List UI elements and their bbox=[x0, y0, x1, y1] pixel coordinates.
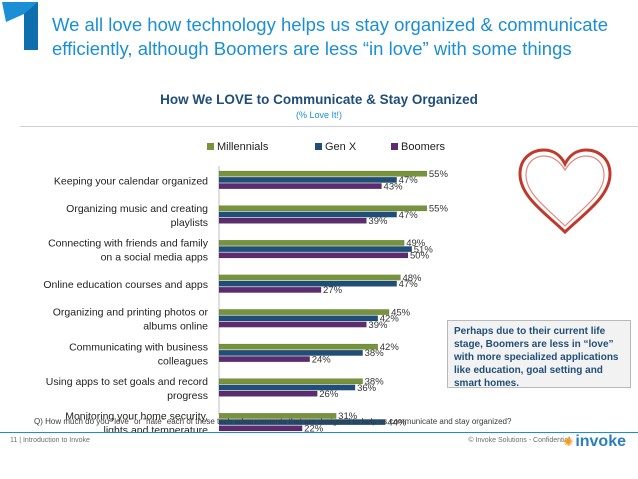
data-label-boomers: 24% bbox=[312, 354, 332, 365]
category-label: colleagues bbox=[158, 355, 208, 367]
category-label: Online education courses and apps bbox=[43, 279, 208, 291]
data-label-millennials: 49% bbox=[406, 238, 426, 249]
data-label-millennials: 55% bbox=[429, 169, 449, 180]
footer-page-label: 11 | Introduction to Invoke bbox=[10, 437, 90, 444]
bar-genx bbox=[218, 176, 397, 183]
bar-genx bbox=[218, 246, 412, 252]
category-label: albums online bbox=[143, 321, 208, 333]
bar-millennials bbox=[218, 378, 363, 385]
data-label-genx: 38% bbox=[365, 348, 385, 359]
bar-boomers bbox=[218, 425, 303, 432]
data-label-millennials: 48% bbox=[402, 273, 422, 284]
bar-genx bbox=[218, 315, 378, 322]
category-label: playlists bbox=[171, 217, 208, 229]
legend-label-genx: Gen X bbox=[325, 141, 357, 153]
data-label-boomers: 26% bbox=[319, 389, 339, 400]
legend-label-boomers: Boomers bbox=[401, 141, 446, 153]
data-label-genx: 47% bbox=[399, 210, 419, 221]
title-divider bbox=[20, 126, 638, 127]
bar-millennials bbox=[218, 205, 428, 212]
data-label-millennials: 38% bbox=[365, 377, 385, 388]
slide-number-badge-icon bbox=[2, 2, 38, 50]
bar-genx bbox=[218, 350, 363, 356]
bar-boomers bbox=[218, 217, 367, 224]
data-label-boomers: 39% bbox=[368, 320, 388, 331]
bar-genx bbox=[218, 419, 386, 425]
footer-divider bbox=[0, 432, 638, 433]
legend-swatch-millennials bbox=[207, 143, 214, 150]
callout-note: Perhaps due to their current life stage,… bbox=[447, 320, 631, 389]
bar-boomers bbox=[218, 321, 367, 328]
data-label-millennials: 45% bbox=[391, 307, 411, 318]
data-label-millennials: 55% bbox=[429, 204, 449, 215]
category-label: Keeping your calendar organized bbox=[54, 175, 208, 187]
category-label: Monitoring your home security, bbox=[65, 411, 208, 423]
chart-subtitle: (% Love It!) bbox=[295, 110, 342, 120]
data-label-millennials: 42% bbox=[380, 342, 400, 353]
bar-millennials bbox=[218, 309, 390, 315]
data-label-boomers: 50% bbox=[410, 251, 430, 262]
category-label: progress bbox=[167, 390, 208, 402]
category-label: Connecting with friends and family bbox=[48, 238, 209, 250]
legend-label-millennials: Millennials bbox=[217, 141, 269, 153]
data-label-genx: 42% bbox=[380, 314, 400, 325]
data-label-genx: 44% bbox=[387, 417, 407, 428]
data-label-genx: 47% bbox=[399, 175, 419, 186]
category-label: on a social media apps bbox=[101, 252, 208, 264]
bar-millennials bbox=[218, 239, 405, 246]
bar-boomers bbox=[218, 183, 382, 189]
slide-headline: We all love how technology helps us stay… bbox=[52, 14, 608, 59]
survey-question: Q) How much do you "love" or "hate" each… bbox=[34, 417, 512, 426]
data-label-boomers: 43% bbox=[384, 181, 404, 192]
chart-title: How We LOVE to Communicate & Stay Organi… bbox=[160, 92, 478, 107]
bar-genx bbox=[218, 280, 397, 287]
data-label-genx: 47% bbox=[399, 279, 419, 290]
bar-millennials bbox=[218, 170, 428, 177]
bar-genx bbox=[218, 384, 356, 391]
logo-mark-icon: ✺ bbox=[563, 435, 574, 449]
data-label-genx: 36% bbox=[357, 383, 377, 394]
bar-boomers bbox=[218, 390, 318, 397]
heart-icon bbox=[518, 148, 612, 235]
bar-boomers bbox=[218, 252, 409, 259]
bar-millennials bbox=[218, 343, 378, 350]
footer bbox=[0, 432, 638, 479]
category-label: Using apps to set goals and record bbox=[46, 376, 208, 388]
data-label-millennials: 31% bbox=[338, 411, 358, 422]
legend-swatch-boomers bbox=[391, 143, 398, 150]
bar-boomers bbox=[218, 356, 310, 362]
legend-swatch-genx bbox=[315, 143, 322, 150]
logo-text: invoke bbox=[575, 433, 626, 450]
category-label: Communicating with business bbox=[69, 341, 208, 353]
data-label-boomers: 39% bbox=[368, 216, 388, 227]
category-label: Organizing and printing photos or bbox=[53, 307, 209, 319]
bar-millennials bbox=[218, 274, 401, 281]
footer-confidential: © Invoke Solutions - Confidential bbox=[468, 437, 570, 444]
data-label-boomers: 27% bbox=[323, 285, 343, 296]
category-label: Organizing music and creating bbox=[66, 203, 208, 215]
invoke-logo: ✺ invoke bbox=[563, 433, 626, 451]
data-label-boomers: 22% bbox=[304, 424, 324, 435]
data-label-genx: 51% bbox=[414, 244, 434, 255]
bar-boomers bbox=[218, 287, 322, 293]
bar-genx bbox=[218, 211, 397, 218]
bar-millennials bbox=[218, 413, 337, 419]
